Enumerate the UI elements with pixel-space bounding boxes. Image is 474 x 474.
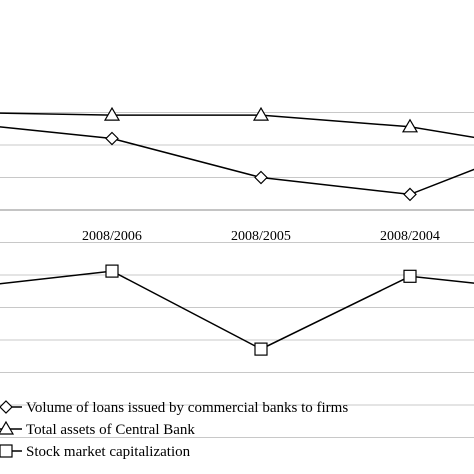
diamond-marker <box>254 170 268 185</box>
legend-item: Stock market capitalization <box>0 444 191 460</box>
square-marker <box>0 444 13 458</box>
series-line <box>0 126 474 196</box>
series-lines <box>0 106 474 356</box>
square-marker <box>254 342 268 356</box>
x-tick-label: 2008/2004 <box>380 229 440 244</box>
legend: Volume of loans issued by commercial ban… <box>0 400 348 460</box>
diamond-marker <box>105 131 119 146</box>
series-diamond <box>0 126 474 202</box>
series-square <box>0 264 474 356</box>
series-line <box>0 112 474 139</box>
series-triangle <box>0 106 474 139</box>
triangle-marker <box>103 106 121 121</box>
square-marker <box>105 264 119 278</box>
series-line <box>0 270 474 350</box>
diamond-marker <box>403 187 417 202</box>
x-tick-labels: 2008/2006 2008/2005 2008/2004 <box>82 229 440 244</box>
x-tick-label: 2008/2005 <box>231 229 291 244</box>
legend-label: Volume of loans issued by commercial ban… <box>26 400 348 416</box>
legend-label: Total assets of Central Bank <box>26 422 195 438</box>
legend-item: Volume of loans issued by commercial ban… <box>0 400 348 416</box>
square-marker <box>403 269 417 283</box>
diamond-marker <box>0 400 13 414</box>
triangle-marker <box>0 420 15 435</box>
triangle-marker <box>401 118 419 133</box>
triangle-marker <box>252 106 270 121</box>
x-tick-label: 2008/2006 <box>82 229 142 244</box>
legend-label: Stock market capitalization <box>26 444 191 460</box>
legend-item: Total assets of Central Bank <box>0 420 195 438</box>
